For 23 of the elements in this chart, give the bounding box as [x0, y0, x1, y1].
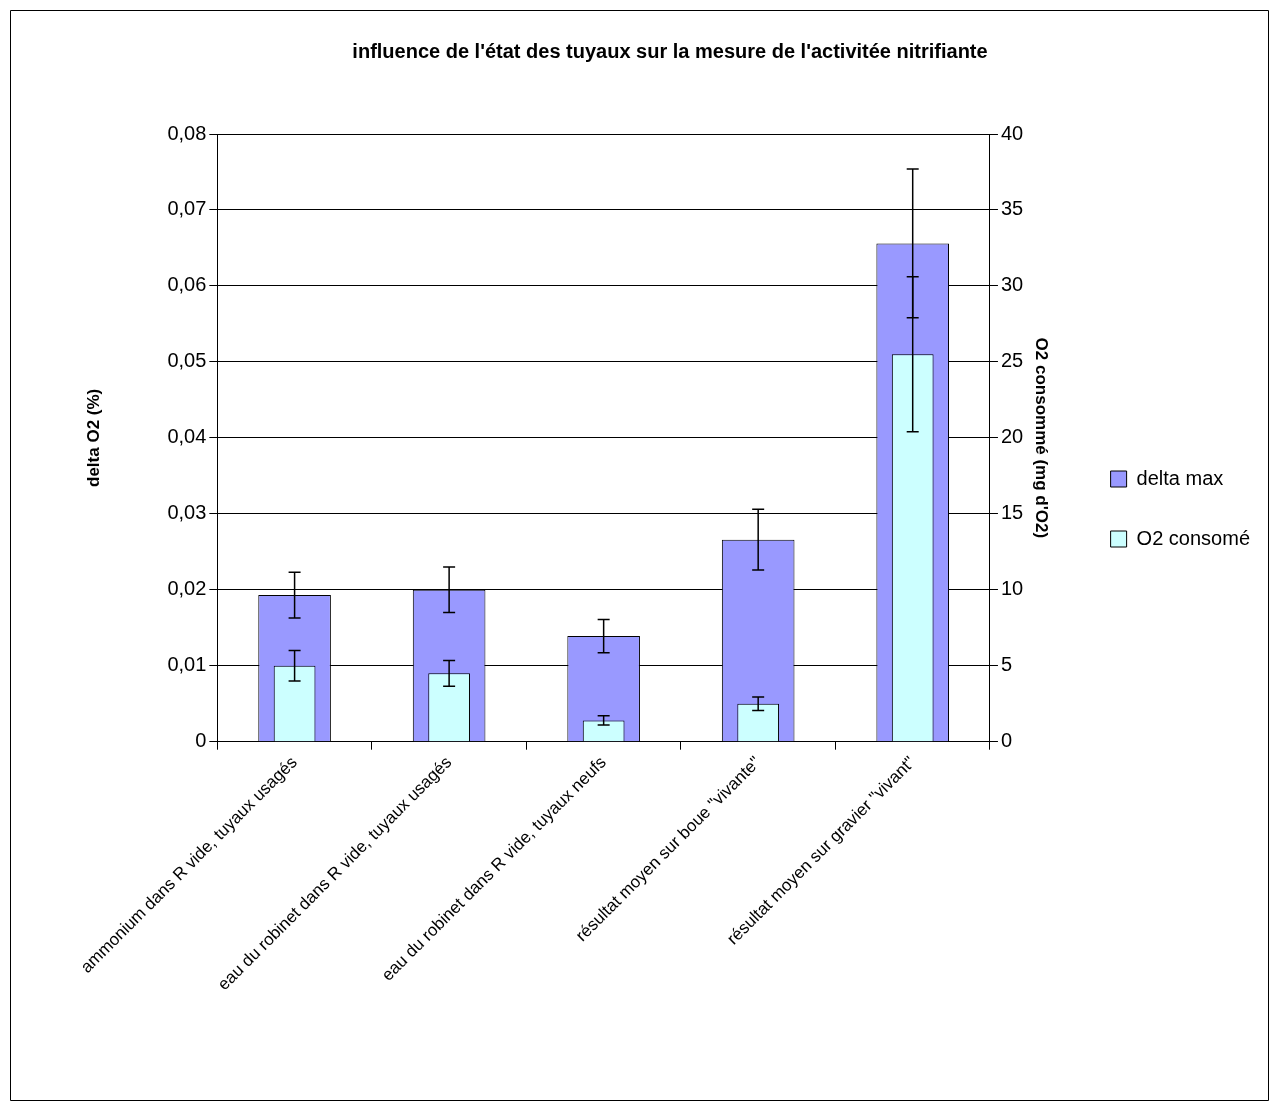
y-tick-label: 0,08: [167, 121, 207, 144]
chart-title: influence de l'état des tuyaux sur la mesure de l'activitée nitrifiante: [352, 39, 988, 62]
y2-tick-label: 5: [1000, 653, 1013, 676]
y-tick-label: 0,04: [167, 425, 207, 448]
y2-tick-label: 10: [1000, 577, 1024, 600]
legend-label: delta max: [1136, 466, 1224, 489]
y2-axis-title: O2 consommé (mg d'O2): [1031, 337, 1051, 539]
y2-tick-label: 40: [1000, 121, 1024, 144]
y-axis-title: delta O2 (%): [83, 388, 103, 487]
y2-tick-label: 0: [1000, 729, 1013, 752]
y-tick-label: 0,02: [167, 577, 207, 600]
y-tick-label: 0,03: [167, 501, 207, 524]
y2-tick-label: 35: [1000, 197, 1024, 220]
legend-label: O2 consomé: [1136, 526, 1250, 549]
y-tick-label: 0,01: [167, 653, 207, 676]
y-tick-label: 0,06: [167, 273, 207, 296]
y2-tick-label: 15: [1000, 501, 1024, 524]
y2-tick-label: 25: [1000, 349, 1024, 372]
y-tick-label: 0,05: [167, 349, 207, 372]
y2-tick-label: 30: [1000, 273, 1024, 296]
y2-tick-label: 20: [1000, 425, 1024, 448]
y-tick-label: 0,07: [167, 197, 207, 220]
y-tick-label: 0: [195, 729, 207, 752]
